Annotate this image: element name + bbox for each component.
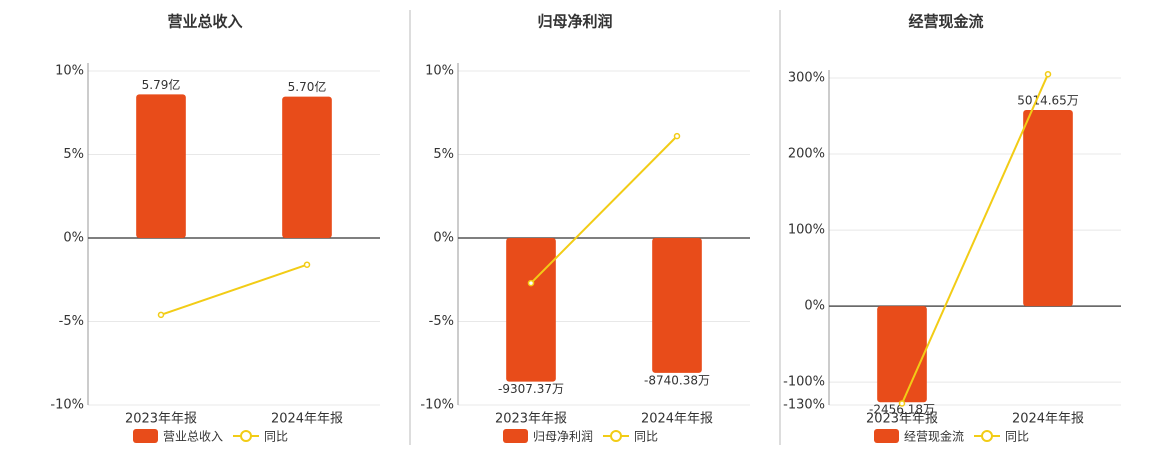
y-tick-label: -5%	[429, 314, 454, 329]
y-tick-label: -130%	[783, 398, 825, 413]
legend-label: 同比	[264, 430, 288, 444]
line-point	[527, 279, 535, 287]
y-tick-label: 0%	[433, 231, 454, 246]
chart-title: 营业总收入	[167, 13, 242, 31]
x-tick-label: 2024年年报	[641, 412, 713, 427]
line-point	[157, 311, 165, 319]
x-tick-label: 2023年年报	[125, 412, 197, 427]
legend-label: 同比	[1005, 430, 1029, 444]
bar	[506, 238, 556, 382]
legend-label: 归母净利润	[533, 430, 593, 444]
bar	[877, 306, 927, 403]
bar	[652, 238, 702, 373]
y-tick-label: -10%	[420, 398, 454, 413]
line-point	[673, 132, 681, 140]
legend-swatch	[874, 429, 899, 443]
value-label: -2456.18万	[869, 403, 935, 417]
bar	[282, 96, 332, 239]
line	[530, 135, 678, 284]
chart-title: 经营现金流	[908, 13, 983, 31]
y-tick-label: -10%	[50, 398, 84, 413]
line	[160, 263, 308, 316]
legend-label: 经营现金流	[904, 429, 964, 444]
bar	[136, 94, 186, 238]
legend-swatch	[503, 429, 528, 443]
bar	[1023, 109, 1073, 307]
y-tick-label: 300%	[788, 71, 825, 86]
x-tick-label: 2024年年报	[271, 412, 343, 427]
y-tick-label: 5%	[63, 147, 84, 162]
x-tick-label: 2023年年报	[495, 412, 567, 427]
value-label: -8740.38万	[644, 373, 710, 387]
y-tick-label: -5%	[59, 314, 84, 329]
value-label: 5014.65万	[1017, 93, 1079, 107]
y-tick-label: 0%	[63, 231, 84, 246]
line-point	[303, 261, 311, 268]
y-tick-label: -100%	[783, 375, 825, 390]
legend-swatch	[133, 429, 158, 443]
x-tick-label: 2023年年报	[866, 412, 938, 427]
value-label: 5.79亿	[142, 77, 181, 92]
y-tick-label: 10%	[425, 64, 454, 79]
y-tick-label: 0%	[804, 299, 825, 314]
legend-label: 同比	[634, 430, 658, 444]
line-point	[898, 400, 906, 407]
legend-marker	[610, 430, 622, 442]
y-tick-label: 5%	[433, 147, 454, 162]
y-tick-label: 200%	[788, 147, 825, 162]
value-label: -9307.37万	[498, 382, 564, 396]
line	[901, 73, 1049, 404]
y-tick-label: 100%	[788, 223, 825, 238]
legend-marker	[240, 430, 252, 442]
line-point	[1044, 70, 1052, 78]
value-label: 5.70亿	[288, 79, 327, 94]
y-tick-label: 10%	[55, 64, 84, 79]
chart-title: 归母净利润	[537, 13, 612, 31]
legend-label: 营业总收入	[163, 430, 223, 444]
legend-marker	[981, 430, 993, 442]
x-tick-label: 2024年年报	[1012, 412, 1084, 427]
